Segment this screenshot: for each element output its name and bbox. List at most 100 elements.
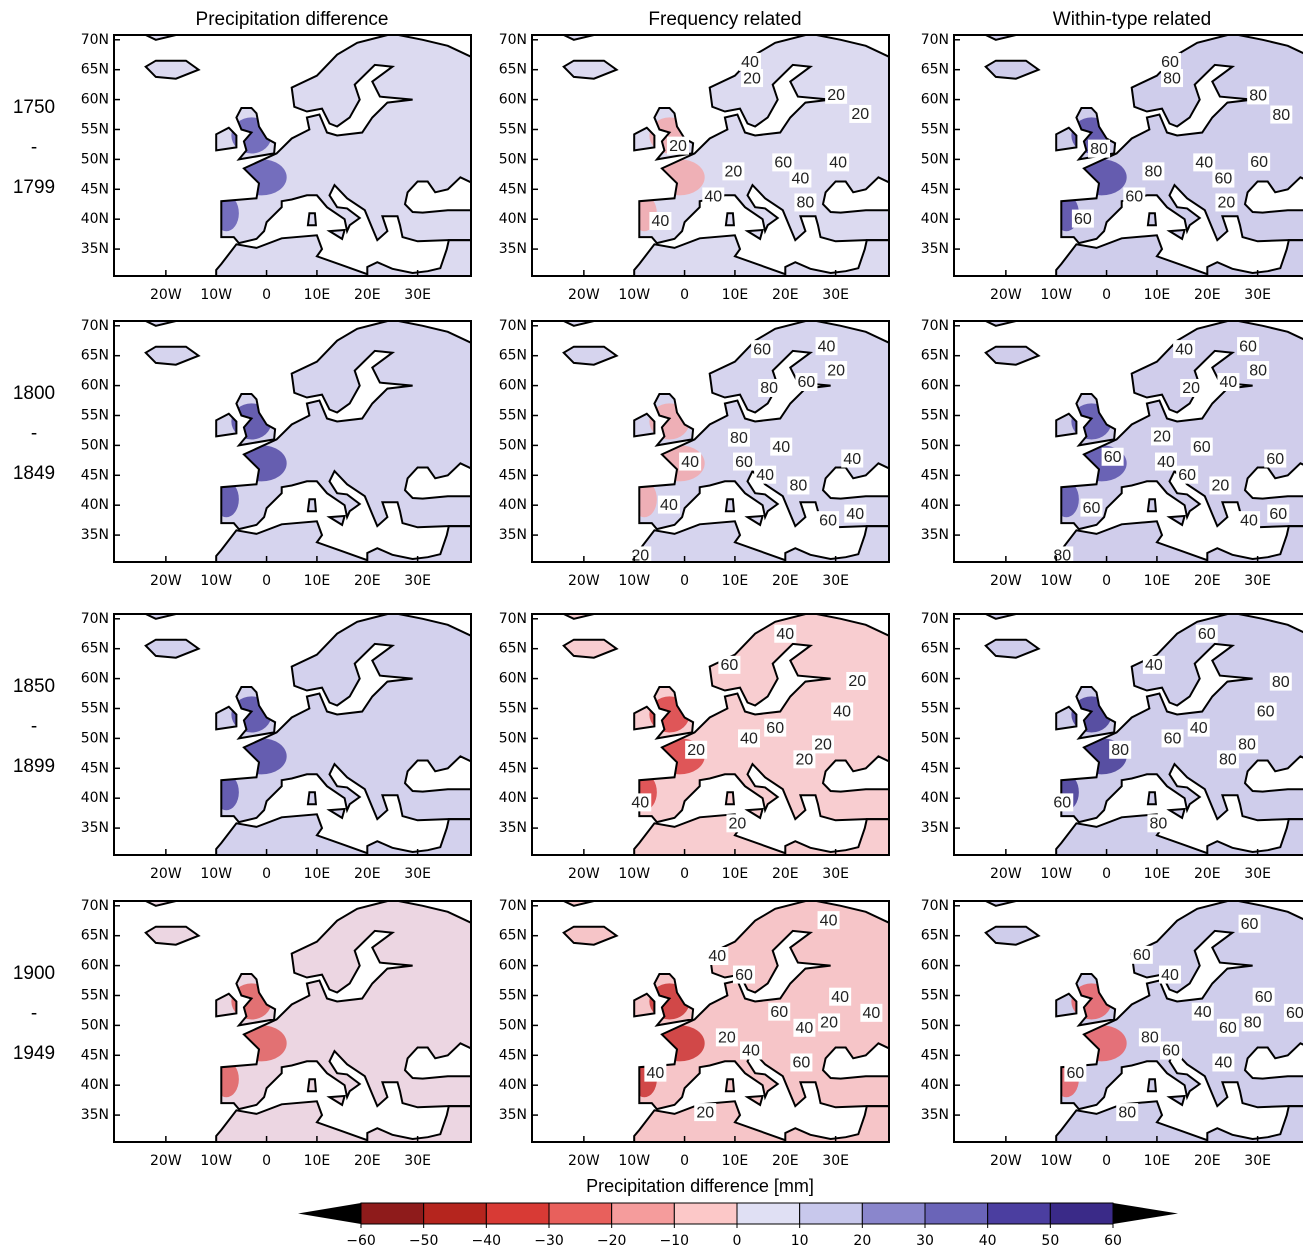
- contour-label-box: [644, 1063, 667, 1082]
- coastline: [744, 1094, 764, 1107]
- row-label: -: [31, 716, 37, 737]
- contour-label: 20: [687, 742, 705, 759]
- contour-label-box: [764, 718, 787, 737]
- y-tick-label: 60N: [81, 92, 109, 108]
- x-tick-label: 10E: [1144, 573, 1171, 589]
- y-tick-label: 60N: [499, 378, 527, 394]
- contour-label: 40: [833, 704, 851, 721]
- panel-frame: [113, 320, 472, 563]
- contour-label: 20: [696, 1104, 714, 1121]
- contour-label: 40: [772, 439, 790, 456]
- x-tick-label: 10E: [304, 866, 331, 882]
- colorbar-tick-label: −60: [346, 1233, 376, 1249]
- colorbar-extend: [298, 1203, 361, 1224]
- y-tick-label: 70N: [499, 898, 527, 914]
- contour-label-box: [1241, 1013, 1264, 1032]
- y-tick-label: 50N: [499, 730, 527, 746]
- x-tick-label: 0: [1102, 1153, 1111, 1169]
- contour-label-box: [1088, 139, 1111, 158]
- contour-label-box: [1209, 476, 1232, 495]
- coastline: [562, 345, 619, 366]
- contour-label: 60: [1161, 54, 1179, 71]
- contour-label-box: [825, 85, 848, 104]
- map-panel: [114, 35, 471, 276]
- contour-label-box: [815, 337, 838, 356]
- y-tick-label: 45N: [921, 467, 949, 483]
- contour-label: 40: [1161, 967, 1179, 984]
- coastline: [563, 901, 595, 907]
- y-tick-label: 60N: [81, 671, 109, 687]
- contour-label: 80: [1144, 164, 1162, 181]
- y-tick-label: 55N: [81, 407, 109, 423]
- coastline: [724, 498, 735, 513]
- contour-label: 60: [1219, 1020, 1237, 1037]
- contour-label: 20: [1211, 478, 1229, 495]
- contour-label: 40: [846, 506, 864, 523]
- y-tick-label: 50N: [81, 1017, 109, 1033]
- contour-label: 40: [1175, 341, 1193, 358]
- coastline: [562, 59, 619, 80]
- colorbar-box: [611, 1202, 675, 1225]
- x-tick-label: 30E: [1244, 866, 1271, 882]
- land: [747, 230, 763, 239]
- y-tick-label: 40N: [921, 1077, 949, 1093]
- y-tick-label: 50N: [81, 730, 109, 746]
- x-tick-label: 10W: [1040, 866, 1072, 882]
- coastline: [306, 791, 317, 806]
- y-tick-label: 65N: [81, 641, 109, 657]
- contour-label: 40: [862, 1005, 880, 1022]
- y-tick-label: 35N: [499, 820, 527, 836]
- contour-label-box: [1283, 1003, 1303, 1022]
- coastline: [984, 59, 1041, 80]
- y-tick-label: 60N: [921, 378, 949, 394]
- contour-label-box: [812, 735, 835, 754]
- contour-label-box: [657, 495, 680, 514]
- contour-label: 20: [725, 164, 743, 181]
- contour-label: 60: [1053, 795, 1071, 812]
- contour-label: 20: [743, 70, 761, 87]
- contour-label: 40: [791, 171, 809, 188]
- panel-frame: [953, 900, 1303, 1143]
- coastline: [1060, 901, 1303, 1111]
- coastline: [1055, 705, 1078, 731]
- contour-label: 60: [1269, 506, 1287, 523]
- coastline: [1075, 973, 1117, 1027]
- y-tick-label: 70N: [81, 898, 109, 914]
- coastline: [1075, 393, 1117, 447]
- y-tick-label: 45N: [81, 760, 109, 776]
- coastline: [562, 638, 619, 659]
- contour-label-box: [706, 947, 729, 966]
- sea: [403, 755, 471, 793]
- contour-label-box: [685, 740, 708, 759]
- y-tick-label: 35N: [921, 527, 949, 543]
- coastline: [235, 107, 277, 161]
- y-tick-label: 70N: [499, 32, 527, 48]
- row-label: 1899: [13, 756, 55, 777]
- land: [216, 993, 237, 1017]
- x-tick-label: 10E: [304, 573, 331, 589]
- contour-label: 80: [1090, 141, 1108, 158]
- y-tick-label: 35N: [81, 820, 109, 836]
- x-tick-label: 20W: [990, 866, 1022, 882]
- row-label: 1900: [13, 963, 55, 984]
- y-tick-label: 40N: [499, 790, 527, 806]
- y-tick-label: 40N: [499, 1077, 527, 1093]
- map-panel: [114, 901, 471, 1142]
- contour-label-box: [793, 1018, 816, 1037]
- coastline: [306, 1078, 317, 1093]
- contour-label-box: [794, 193, 817, 212]
- contour-label-box: [1138, 1028, 1161, 1047]
- contour-label-box: [1237, 337, 1260, 356]
- y-tick-label: 55N: [81, 987, 109, 1003]
- contour-label: 40: [631, 795, 649, 812]
- x-tick-label: 10W: [618, 1153, 650, 1169]
- land: [634, 413, 655, 437]
- sea: [821, 176, 889, 214]
- coastline: [724, 791, 735, 806]
- land: [634, 814, 889, 855]
- x-tick-label: 10W: [618, 573, 650, 589]
- contour-label-box: [738, 729, 761, 748]
- contour-label-box: [1176, 465, 1199, 484]
